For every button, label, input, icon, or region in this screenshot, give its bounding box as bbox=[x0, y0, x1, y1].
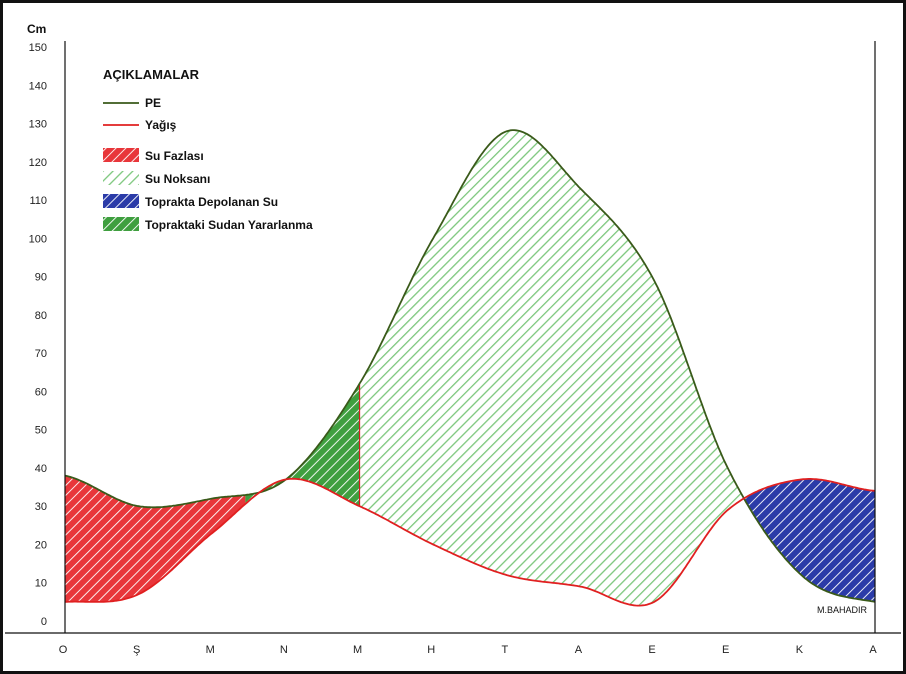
legend-swatch-hatch bbox=[103, 148, 139, 162]
legend-item: Su Noksanı bbox=[103, 171, 210, 186]
x-tick-label: O bbox=[59, 644, 68, 656]
x-tick-label: E bbox=[722, 644, 729, 656]
x-tick-label: N bbox=[280, 644, 288, 656]
x-tick-label: A bbox=[869, 644, 877, 656]
legend-item: Yağış bbox=[103, 118, 177, 132]
legend-label: Toprakta Depolanan Su bbox=[145, 195, 278, 209]
y-axis-unit: Cm bbox=[27, 22, 46, 36]
y-tick-label: 130 bbox=[29, 119, 47, 131]
y-tick-label: 150 bbox=[29, 42, 47, 54]
area-regions bbox=[65, 130, 875, 606]
legend-title: AÇIKLAMALAR bbox=[103, 67, 200, 82]
x-tick-label: M bbox=[206, 644, 215, 656]
area-su-noksani bbox=[359, 130, 745, 606]
y-tick-label: 70 bbox=[35, 348, 47, 360]
legend-swatch-hatch bbox=[103, 217, 139, 231]
area-depolanan-su bbox=[744, 478, 875, 602]
x-tick-label: E bbox=[648, 644, 655, 656]
legend: AÇIKLAMALAR PE Yağış Su Fazlası Su Noksanı To… bbox=[103, 67, 313, 232]
legend-label: Yağış bbox=[145, 118, 177, 132]
y-tick-label: 120 bbox=[29, 157, 47, 169]
y-tick-label: 110 bbox=[29, 195, 47, 207]
x-tick-label: M bbox=[353, 644, 362, 656]
legend-swatch-hatch bbox=[103, 194, 139, 208]
pe-line bbox=[64, 129, 876, 603]
area-yararlanma-2 bbox=[260, 383, 360, 507]
legend-item: Topraktaki Sudan Yararlanma bbox=[103, 217, 313, 232]
series-lines bbox=[64, 129, 876, 607]
y-tick-label: 0 bbox=[41, 616, 47, 628]
y-tick-label: 60 bbox=[35, 386, 47, 398]
y-tick-label: 10 bbox=[35, 578, 47, 590]
legend-label: Su Fazlası bbox=[145, 149, 204, 163]
x-tick-label: K bbox=[796, 644, 804, 656]
y-tick-label: 90 bbox=[35, 272, 47, 284]
legend-item: PE bbox=[103, 96, 161, 110]
legend-label: Su Noksanı bbox=[145, 172, 210, 186]
x-tick-label: H bbox=[427, 644, 435, 656]
y-tick-label: 100 bbox=[29, 233, 47, 245]
author-credit: M.BAHADIR bbox=[817, 605, 868, 615]
x-tick-label: A bbox=[575, 644, 583, 656]
legend-item: Toprakta Depolanan Su bbox=[103, 194, 278, 209]
yagis-line bbox=[64, 477, 876, 607]
axes: Cm 0 10 20 30 40 50 60 70 80 90 100 110 120 130 140 150 O… bbox=[5, 22, 901, 656]
x-tick-label: Ş bbox=[133, 644, 140, 656]
legend-swatch-hatch bbox=[103, 171, 139, 185]
y-tick-label: 20 bbox=[35, 539, 47, 551]
x-tick-label: T bbox=[501, 644, 508, 656]
area-su-fazlasi bbox=[65, 475, 246, 602]
y-tick-label: 140 bbox=[29, 80, 47, 92]
water-balance-chart: Cm 0 10 20 30 40 50 60 70 80 90 100 110 120 130 140 150 O… bbox=[5, 22, 901, 656]
y-tick-label: 80 bbox=[35, 310, 47, 322]
y-tick-label: 30 bbox=[35, 501, 47, 513]
y-tick-label: 40 bbox=[35, 463, 47, 475]
legend-item: Su Fazlası bbox=[103, 148, 204, 163]
legend-label: Topraktaki Sudan Yararlanma bbox=[145, 218, 313, 232]
legend-label: PE bbox=[145, 96, 161, 110]
y-tick-label: 50 bbox=[35, 425, 47, 437]
